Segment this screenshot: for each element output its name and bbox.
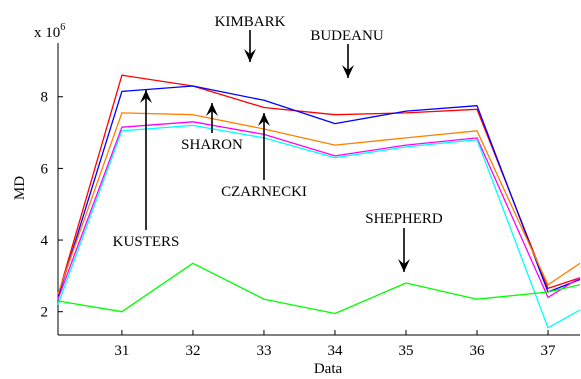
annotation-arrow-head <box>258 113 270 126</box>
plot-frame <box>57 43 580 336</box>
annotation-arrow-head <box>398 259 410 272</box>
y-multiplier: x 106 <box>34 22 65 41</box>
annotation-arrow-head <box>206 103 218 116</box>
x-tick-label: 32 <box>185 343 200 359</box>
x-tick-label: 35 <box>399 343 414 359</box>
tick-labels: 31 32 33 34 35 36 37 2 4 6 8 <box>41 90 557 359</box>
y-tick-label: 2 <box>41 305 49 321</box>
annotation-label: KUSTERS <box>113 234 180 250</box>
annotation-arrow-head <box>342 65 354 78</box>
x-tick-label: 36 <box>470 343 486 359</box>
y-axis-label: MD <box>12 176 28 200</box>
annotation-arrow-head <box>244 49 256 62</box>
annotation-label: KIMBARK <box>215 14 286 30</box>
x-tick-label: 34 <box>327 343 343 359</box>
annotation-label: SHARON <box>181 137 243 153</box>
tick-marks <box>58 96 549 335</box>
y-multiplier-base: x 10 <box>34 25 60 41</box>
annotation-label: BUDEANU <box>310 28 383 44</box>
series-line <box>57 121 581 300</box>
y-tick-label: 6 <box>41 161 49 177</box>
y-tick-label: 8 <box>41 90 49 106</box>
y-tick-label: 4 <box>41 233 49 249</box>
annotations: KIMBARK BUDEANU KUSTERS SHARON CZARNECKI SHEP… <box>113 14 443 272</box>
annotation-arrow-head <box>140 90 152 103</box>
x-tick-label: 31 <box>114 343 129 359</box>
series-line <box>57 124 581 329</box>
series-lines <box>57 74 581 329</box>
x-tick-label: 33 <box>256 343 271 359</box>
series-line <box>57 262 581 315</box>
y-multiplier-exponent: 6 <box>60 22 65 33</box>
x-tick-label: 37 <box>541 343 557 359</box>
annotation-label: CZARNECKI <box>221 184 307 200</box>
annotation-label: SHEPHERD <box>365 211 443 227</box>
series-line <box>57 85 581 298</box>
x-axis-label: Data <box>314 361 343 377</box>
